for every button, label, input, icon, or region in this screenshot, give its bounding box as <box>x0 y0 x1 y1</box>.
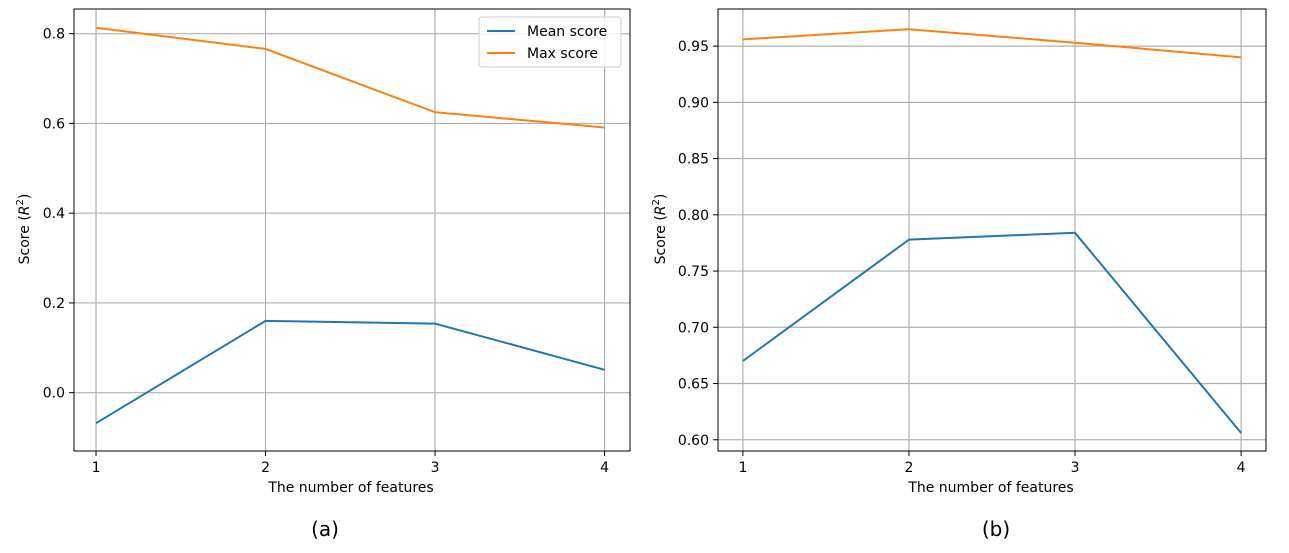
max-score-line <box>95 26 605 129</box>
x-tick-label: 1 <box>738 460 747 476</box>
legend-box <box>478 16 622 68</box>
y-tick-label: 0.75 <box>678 264 709 280</box>
chart-a: The number of features Score (R2) (a) 1 2… <box>15 8 631 541</box>
y-tick-label: 0.8 <box>43 27 65 43</box>
x-tick-label: 2 <box>261 460 270 476</box>
x-tick-label: 4 <box>1237 460 1246 476</box>
plot-frame <box>73 8 631 452</box>
y-tick-label: 0.95 <box>678 39 709 55</box>
series-2-line <box>742 28 1242 59</box>
y-tick-label: 0.2 <box>43 296 65 312</box>
y-tick-label: 0.85 <box>678 152 709 168</box>
y-tick-label: 0.0 <box>43 386 65 402</box>
x-axis-label: The number of features <box>907 480 1073 496</box>
legend-label: Mean score <box>527 24 607 40</box>
panel-label: (a) <box>311 517 339 541</box>
mean-score-line <box>95 319 605 425</box>
panel-label: (b) <box>982 517 1010 541</box>
grid <box>74 9 630 451</box>
y-tick-label: 0.90 <box>678 95 709 111</box>
chart-b: The number of features Score (R2) (b) 1 2… <box>651 8 1267 541</box>
y-tick-label: 0.60 <box>678 433 709 449</box>
x-tick-label: 2 <box>905 460 914 476</box>
plot-frame <box>717 8 1267 452</box>
x-tick-label: 3 <box>1071 460 1080 476</box>
legend-label: Max score <box>527 46 598 62</box>
y-axis-label: Score (R2) <box>15 194 33 265</box>
x-axis-label: The number of features <box>267 480 433 496</box>
y-tick-label: 0.65 <box>678 377 709 393</box>
y-tick-label: 0.6 <box>43 116 65 132</box>
series-1-line <box>742 231 1242 434</box>
grid <box>718 9 1266 451</box>
y-axis-label: Score (R2) <box>651 194 669 265</box>
y-tick-label: 0.80 <box>678 208 709 224</box>
y-tick-label: 0.4 <box>43 206 65 222</box>
x-tick-label: 3 <box>431 460 440 476</box>
x-tick-label: 1 <box>92 460 101 476</box>
y-tick-label: 0.70 <box>678 320 709 336</box>
x-tick-label: 4 <box>600 460 609 476</box>
legend: Mean score Max score <box>478 16 622 68</box>
